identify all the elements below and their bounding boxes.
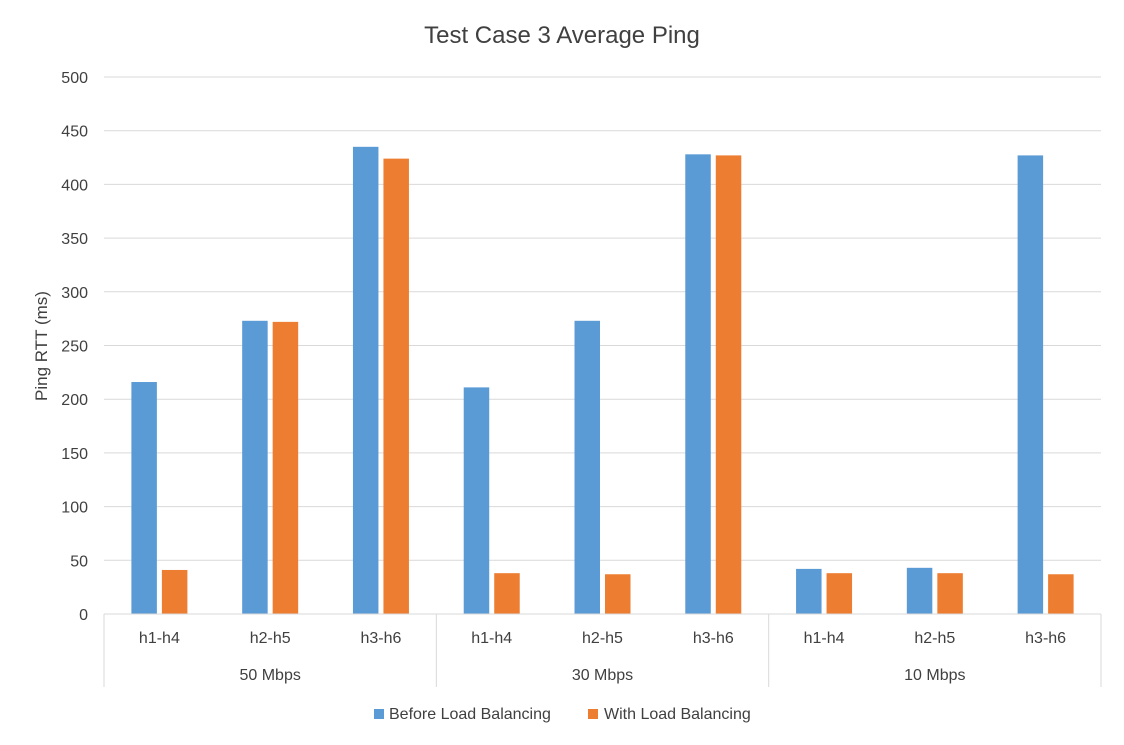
y-tick-label: 200	[61, 392, 88, 409]
bar-before-load-balancing	[906, 567, 933, 614]
bar-with-load-balancing	[1048, 574, 1074, 614]
x-axis: h1-h4 h2-h5 h3-h6 50 Mbps h1-h4 h2-h5 h3-h6 30 …	[103, 613, 1102, 687]
bar-before-load-balancing	[131, 382, 157, 614]
bar-before-load-balancing	[796, 568, 822, 614]
bar-before-load-balancing	[352, 146, 379, 614]
bar-before-load-balancing	[574, 320, 600, 614]
bar-before-load-balancing	[463, 387, 490, 614]
bar-before-load-balancing	[242, 320, 268, 614]
bar-with-load-balancing	[605, 574, 631, 614]
y-axis-label: Ping RTT (ms)	[32, 291, 51, 401]
bar-before-load-balancing	[685, 154, 711, 614]
bar-with-load-balancing	[715, 155, 742, 615]
x-group-label: 30 Mbps	[572, 667, 633, 684]
bar-with-load-balancing	[937, 573, 963, 614]
x-tick-label: h2-h5	[582, 630, 623, 647]
y-tick-label: 400	[61, 177, 88, 194]
x-group-label: 50 Mbps	[239, 667, 300, 684]
bar-with-load-balancing	[826, 573, 853, 614]
y-tick-label: 500	[61, 70, 88, 87]
x-tick-label: h1-h4	[139, 630, 180, 647]
y-tick-label: 150	[61, 446, 88, 463]
y-tick-label: 0	[79, 607, 88, 624]
x-tick-label: h1-h4	[804, 630, 845, 647]
legend-label: With Load Balancing	[604, 706, 751, 723]
x-tick-label: h2-h5	[250, 630, 291, 647]
bar-with-load-balancing	[272, 321, 299, 614]
x-tick-label: h3-h6	[693, 630, 734, 647]
legend-label: Before Load Balancing	[389, 706, 551, 723]
y-tick-label: 100	[61, 500, 88, 517]
bar-before-load-balancing	[1017, 155, 1044, 615]
y-axis-ticks: 0 50 100 150 200 250 300 350 400 450 500	[61, 70, 88, 624]
bars	[131, 146, 1074, 615]
chart-title: Test Case 3 Average Ping	[424, 22, 700, 49]
legend-swatch	[588, 709, 598, 719]
y-tick-label: 50	[70, 553, 88, 570]
x-tick-label: h2-h5	[914, 630, 955, 647]
y-tick-label: 350	[61, 231, 88, 248]
legend-swatch	[374, 709, 384, 719]
y-tick-label: 450	[61, 124, 88, 141]
bar-with-load-balancing	[161, 569, 188, 614]
legend: Before Load Balancing With Load Balancing	[374, 706, 751, 723]
x-tick-label: h3-h6	[360, 630, 401, 647]
x-tick-label: h1-h4	[471, 630, 512, 647]
gridlines	[104, 76, 1101, 561]
bar-with-load-balancing	[383, 158, 409, 614]
x-group-label: 10 Mbps	[904, 667, 965, 684]
y-tick-label: 250	[61, 339, 88, 356]
bar-with-load-balancing	[494, 573, 520, 614]
y-tick-label: 300	[61, 285, 88, 302]
x-tick-label: h3-h6	[1025, 630, 1066, 647]
